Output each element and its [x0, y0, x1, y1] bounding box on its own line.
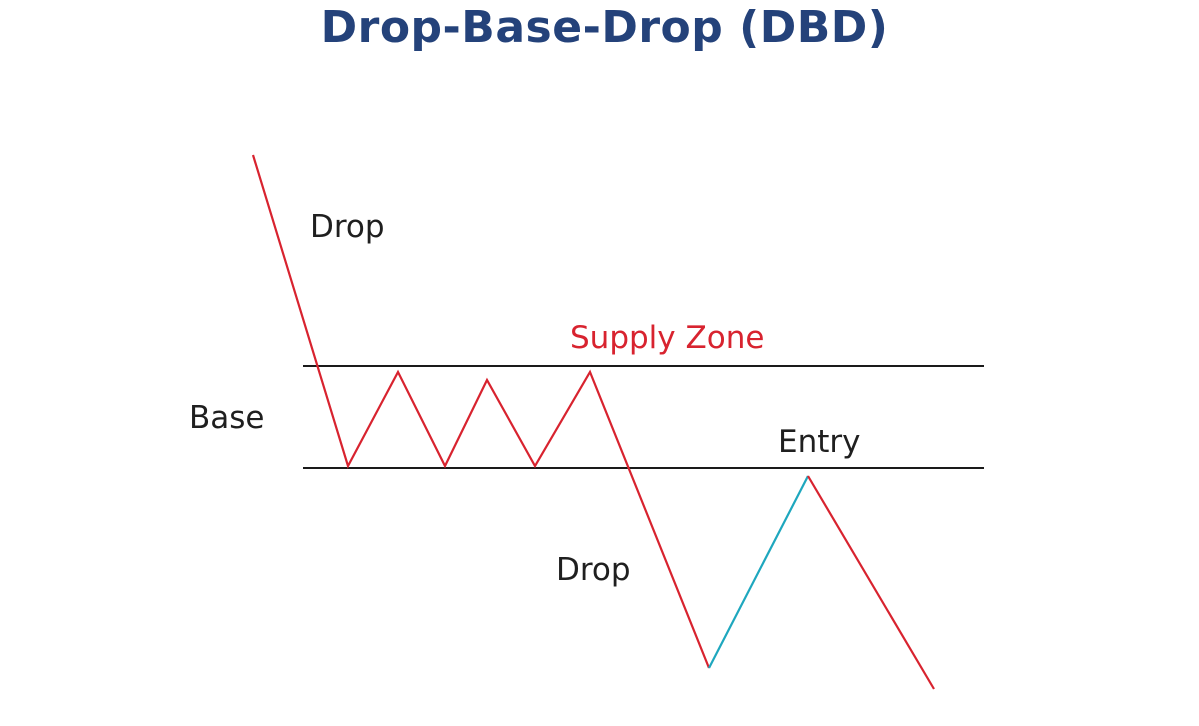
drop-label-bottom: Drop — [556, 552, 631, 588]
base-label: Base — [189, 400, 265, 436]
supply-zone-label: Supply Zone — [570, 320, 764, 356]
drop-label-top: Drop — [310, 209, 385, 245]
entry-label: Entry — [778, 424, 860, 460]
diagram-title: Drop-Base-Drop (DBD) — [320, 2, 889, 53]
entry-retracement-leg — [708, 475, 809, 669]
price-path-drop-base-drop — [251, 154, 711, 669]
price-path-continuation — [807, 475, 935, 690]
